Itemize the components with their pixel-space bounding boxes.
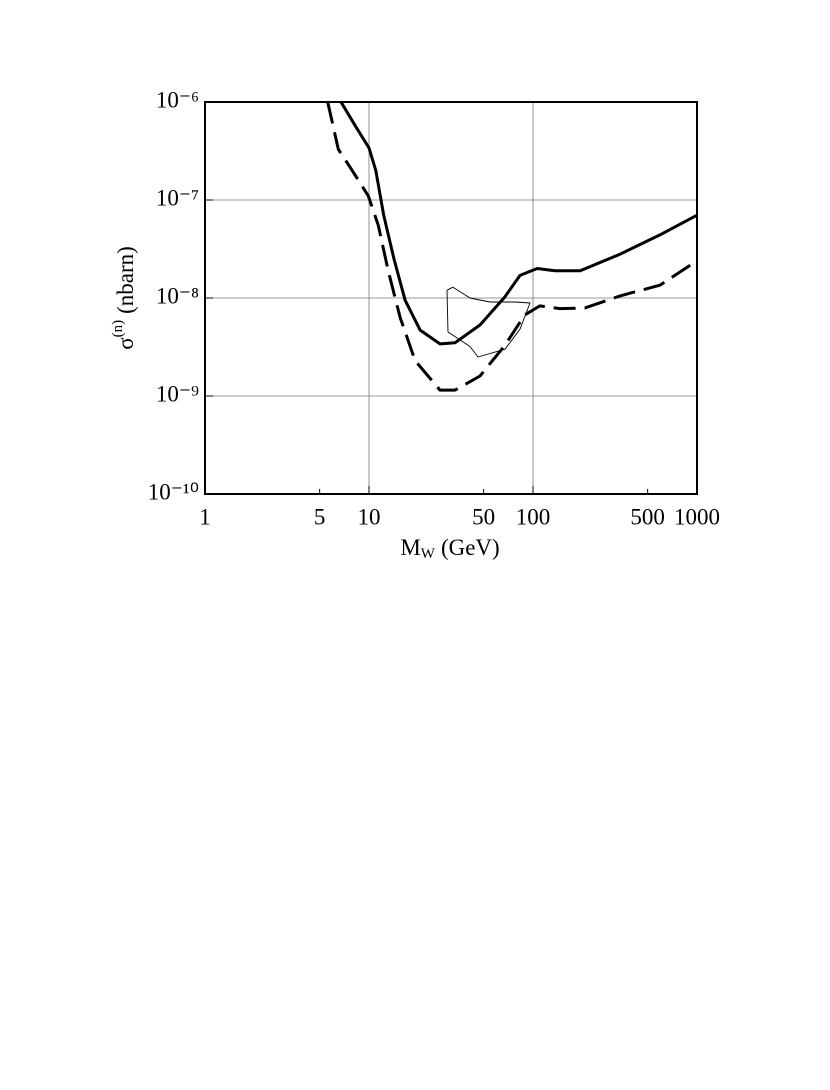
y-label-sup: (n) — [110, 320, 126, 338]
y-tick-label: 10⁻⁸ — [156, 283, 199, 308]
x-tick-label: 500 — [630, 504, 665, 529]
plot-frame — [204, 101, 698, 495]
series-line — [326, 101, 698, 392]
x-tick-label: 5 — [314, 504, 326, 529]
x-axis-label: MW (GeV) — [400, 535, 499, 562]
y-tick-label: 10⁻¹⁰ — [148, 479, 199, 504]
y-tick-label: 10⁻⁶ — [156, 87, 199, 112]
y-tick-label: 10⁻⁷ — [156, 185, 199, 210]
y-label-unit: (nbarn) — [113, 246, 138, 314]
series-line — [339, 101, 698, 346]
x-label-sub: W — [421, 546, 436, 562]
x-label-unit: (GeV) — [441, 535, 500, 560]
x-tick-label: 100 — [516, 504, 551, 529]
x-tick-label: 1 — [199, 504, 211, 529]
y-axis-label: σ(n) (nbarn) — [110, 246, 138, 350]
x-tick-label: 10 — [358, 504, 381, 529]
x-tick-label: 50 — [472, 504, 495, 529]
y-label-main: σ — [113, 337, 138, 350]
series-line — [446, 286, 531, 358]
x-label-main: M — [400, 535, 420, 560]
y-tick-label: 10⁻⁹ — [156, 381, 199, 406]
x-tick-label: 1000 — [674, 504, 720, 529]
